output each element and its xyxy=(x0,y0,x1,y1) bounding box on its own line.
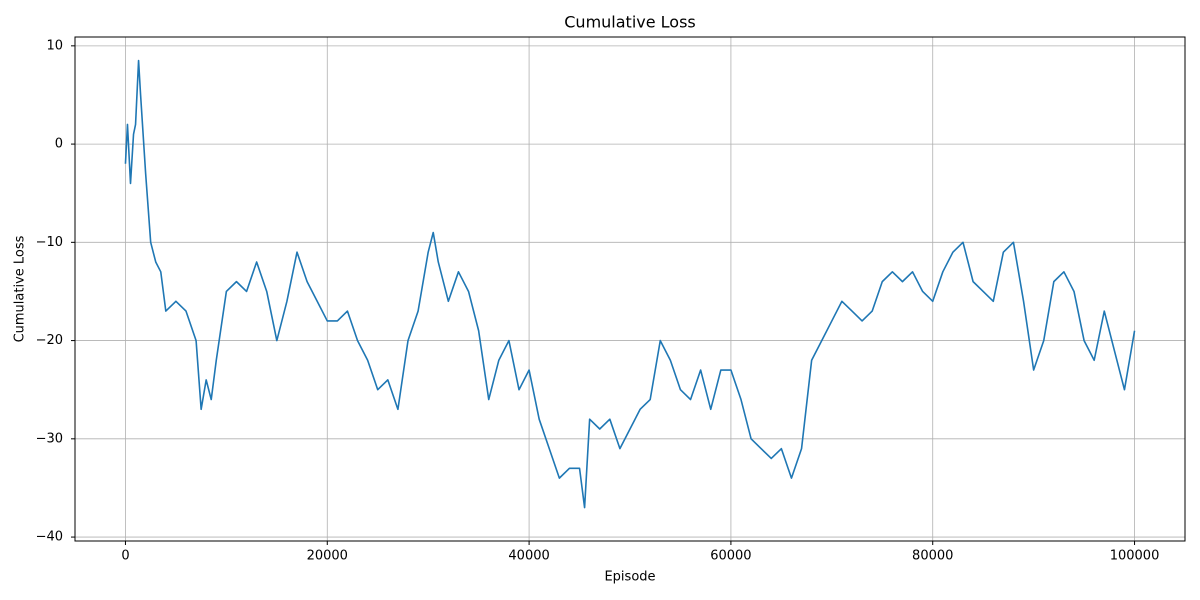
y-tick-label: 0 xyxy=(55,137,63,152)
y-tick-label: −20 xyxy=(36,333,63,348)
x-tick-label: 100000 xyxy=(1110,549,1160,564)
chart-title: Cumulative Loss xyxy=(564,13,696,32)
y-tick-label: −10 xyxy=(36,235,63,250)
axes-frame xyxy=(74,36,1186,542)
x-tick-label: 60000 xyxy=(710,549,751,564)
plot xyxy=(124,59,1136,509)
y-tick-label: 10 xyxy=(46,38,63,53)
x-tick-label: 40000 xyxy=(508,549,549,564)
grid xyxy=(75,37,1185,541)
series-line xyxy=(124,59,1136,509)
x-tick-label: 80000 xyxy=(912,549,953,564)
y-tick-label: −30 xyxy=(36,431,63,446)
x-axis-label: Episode xyxy=(604,570,655,585)
y-axis-label: Cumulative Loss xyxy=(13,235,28,342)
x-tick-label: 0 xyxy=(121,549,129,564)
y-tick-label: −40 xyxy=(36,530,63,545)
x-tick-label: 20000 xyxy=(307,549,348,564)
